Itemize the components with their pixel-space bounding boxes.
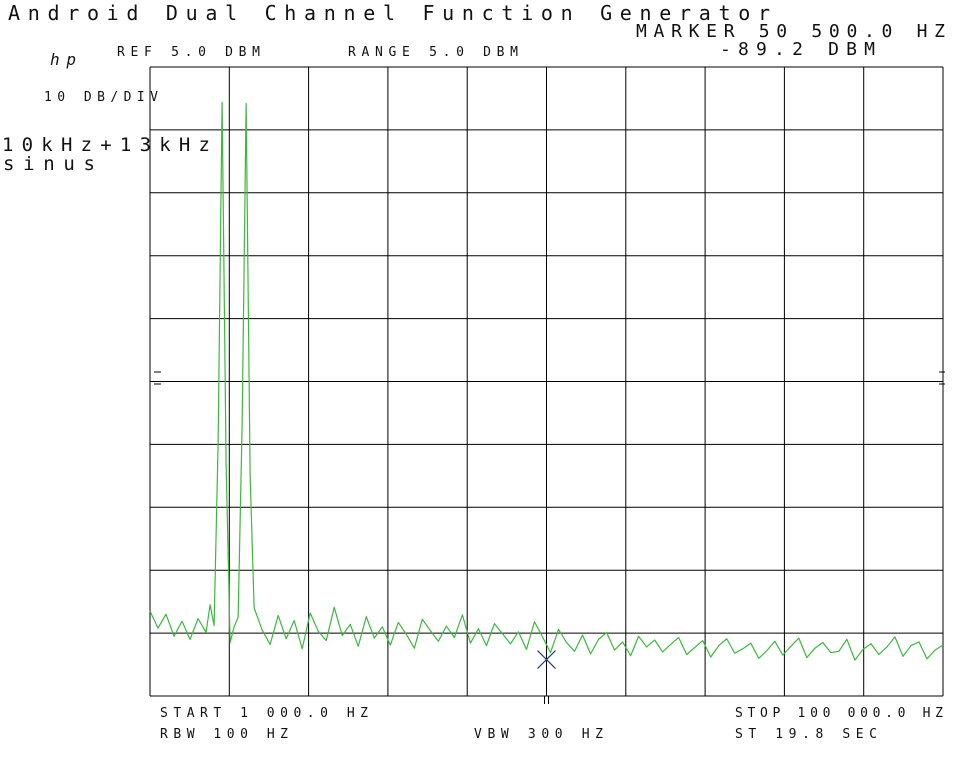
ref-label: REF 5.0 DBM bbox=[117, 45, 260, 60]
chart-title: Android Dual Channel Function Generator bbox=[8, 1, 770, 25]
sweep-label: ST 19.8 SEC bbox=[735, 727, 877, 742]
marker-foot bbox=[544, 696, 549, 704]
marker-level: -89.2 DBM bbox=[720, 39, 875, 60]
rbw-label: RBW 100 HZ bbox=[160, 727, 288, 742]
range-label: RANGE 5.0 DBM bbox=[348, 45, 518, 60]
note: sinus bbox=[3, 153, 95, 175]
start-label: START 1 000.0 HZ bbox=[160, 706, 368, 721]
vbw-label: VBW 300 HZ bbox=[474, 727, 603, 742]
trace-line bbox=[149, 101, 944, 661]
reference-marks bbox=[154, 371, 945, 385]
scale-label: 10 DB/DIV bbox=[44, 90, 158, 105]
logo: hp bbox=[50, 50, 76, 69]
stop-label: STOP 100 000.0 HZ bbox=[735, 706, 943, 721]
marker bbox=[537, 650, 556, 669]
